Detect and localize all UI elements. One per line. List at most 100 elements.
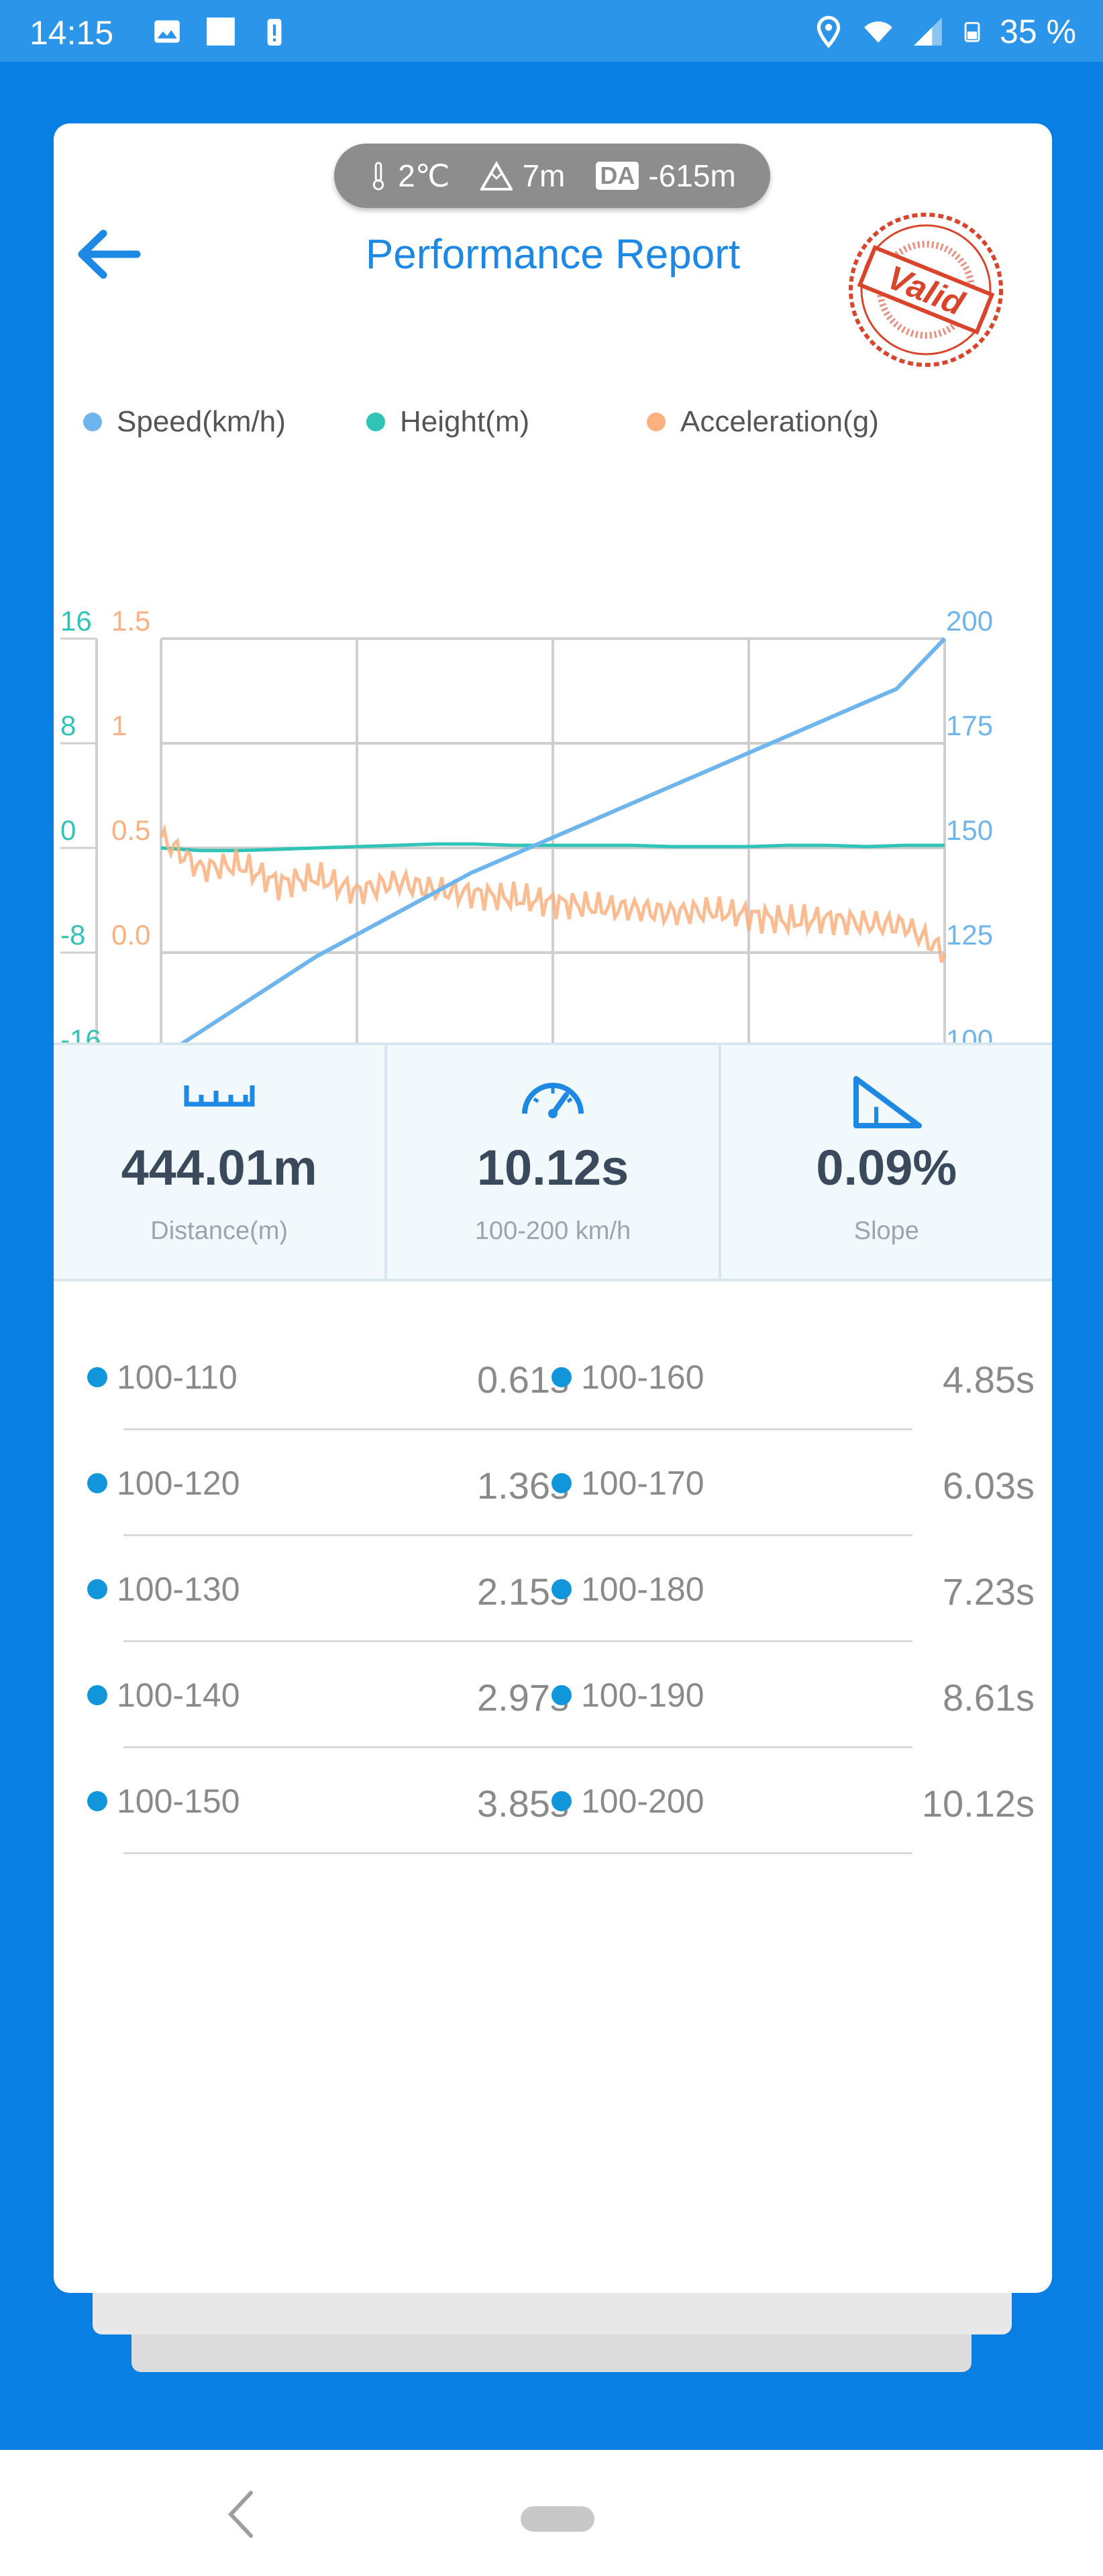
back-arrow-icon[interactable]	[70, 224, 144, 284]
nav-back-icon[interactable]	[221, 2487, 262, 2541]
bullet-dot	[87, 1367, 107, 1387]
ruler-icon	[184, 1085, 255, 1107]
stat-label: Slope	[853, 1217, 919, 1245]
interval-time: 6.03s	[943, 1464, 1035, 1507]
bullet-dot	[552, 1791, 572, 1811]
interval-left: 100-150	[87, 1782, 240, 1821]
table-row: 100-130 2.15s 100-180 7.23s	[54, 1536, 1052, 1642]
interval-time: 2.15s	[477, 1570, 569, 1613]
acceleration-axis-label: 1	[111, 710, 127, 741]
speed-axis-label: 125	[946, 919, 993, 951]
table-row: 100-120 1.36s 100-170 6.03s	[54, 1430, 1052, 1536]
table-row: 100-110 0.61s 100-160 4.85s	[54, 1324, 1052, 1430]
interval-time: 8.61s	[943, 1676, 1035, 1719]
stat-value: 444.01m	[121, 1140, 317, 1195]
table-row: 100-150 3.85s 100-200 10.12s	[54, 1748, 1052, 1854]
height-series-line	[160, 842, 945, 853]
interval-range: 100-120	[117, 1464, 240, 1502]
interval-right: 100-180	[552, 1570, 704, 1609]
interval-left: 100-120	[87, 1464, 240, 1503]
legend-label-height: Height(m)	[400, 405, 530, 438]
chart-legend: Speed(km/h) Height(m) Acceleration(g)	[83, 405, 879, 439]
interval-time: 4.85s	[943, 1358, 1035, 1401]
altitude-value: 7m	[522, 158, 566, 193]
speed-axis-label: 150	[946, 814, 993, 846]
environment-pill: 2℃ 7m DA -615m	[334, 144, 770, 208]
status-bar: 14:15 35 %	[0, 0, 1103, 62]
battery-alert-icon	[267, 19, 282, 46]
interval-range: 100-180	[581, 1570, 704, 1608]
report-card: 2℃ 7m DA -615m Performance Report Valid …	[54, 123, 1052, 2293]
interval-time: 0.61s	[477, 1358, 569, 1401]
bullet-dot	[552, 1579, 572, 1599]
legend-dot-height	[366, 413, 385, 431]
speed-series-line	[160, 637, 947, 1059]
bullet-dot	[87, 1791, 107, 1811]
legend-dot-speed	[83, 413, 102, 431]
da-badge: DA	[596, 162, 639, 190]
bullet-dot	[552, 1685, 572, 1705]
square-icon	[207, 17, 235, 46]
image-icon	[154, 20, 180, 43]
stat-label: 100-200 km/h	[474, 1217, 631, 1245]
battery-percent: 35 %	[1000, 13, 1076, 50]
nav-home-button[interactable]	[521, 2506, 594, 2532]
height-axis-label: 8	[60, 710, 76, 741]
stat-value: 0.09%	[816, 1140, 957, 1195]
mountain-icon	[480, 161, 513, 191]
bullet-dot	[87, 1473, 107, 1493]
interval-times-list: 100-110 0.61s 100-160 4.85s 100-120 1.36s 100-…	[54, 1324, 1052, 1854]
interval-right: 100-160	[552, 1358, 704, 1397]
slope-icon	[853, 1076, 923, 1128]
stat-time: 10.12s 100-200 km/h	[384, 1045, 718, 1279]
interval-right: 100-170	[552, 1464, 704, 1503]
legend-item-speed: Speed(km/h)	[83, 405, 366, 439]
speed-axis-label: 200	[946, 605, 993, 637]
legend-label-speed: Speed(km/h)	[117, 405, 286, 438]
signal-icon	[914, 17, 942, 46]
interval-time: 10.12s	[921, 1782, 1035, 1825]
speed-axis-label: 175	[946, 710, 993, 741]
interval-left: 100-140	[87, 1676, 240, 1715]
status-time: 14:15	[30, 14, 114, 52]
interval-left: 100-110	[87, 1358, 238, 1397]
height-axis-label: 0	[60, 814, 76, 846]
legend-dot-acceleration	[647, 413, 666, 431]
interval-range: 100-160	[581, 1358, 704, 1396]
location-icon	[817, 15, 841, 48]
wifi-icon	[864, 21, 892, 43]
interval-range: 100-150	[117, 1782, 240, 1820]
interval-time: 3.85s	[477, 1782, 569, 1825]
interval-time: 1.36s	[477, 1464, 569, 1507]
temperature-item: 2℃	[368, 158, 450, 194]
page-title: Performance Report	[365, 231, 741, 278]
battery-icon	[964, 21, 980, 42]
status-right-icons: 35 %	[812, 12, 1076, 51]
table-row: 100-140 2.97s 100-190 8.61s	[54, 1642, 1052, 1748]
legend-item-acceleration: Acceleration(g)	[647, 405, 879, 439]
interval-time: 2.97s	[477, 1676, 569, 1719]
interval-right: 100-190	[552, 1676, 704, 1715]
interval-time: 7.23s	[943, 1570, 1035, 1613]
status-left-icons	[150, 15, 291, 48]
bullet-dot	[87, 1685, 107, 1705]
acceleration-axis-label: 1.5	[111, 605, 150, 637]
interval-right: 100-200	[552, 1782, 704, 1821]
acceleration-axis-label: 0.5	[111, 814, 150, 846]
stat-value: 10.12s	[476, 1140, 629, 1195]
stats-panel: 444.01m Distance(m) 10.12s 100-200 km/h …	[54, 1042, 1052, 1281]
interval-range: 100-200	[581, 1782, 704, 1820]
density-altitude-value: -615m	[648, 158, 736, 193]
interval-left: 100-130	[87, 1570, 240, 1609]
bullet-dot	[552, 1473, 572, 1493]
speedometer-icon	[521, 1083, 584, 1118]
stat-label: Distance(m)	[150, 1217, 288, 1245]
interval-range: 100-140	[117, 1676, 240, 1714]
stat-distance: 444.01m Distance(m)	[54, 1045, 384, 1279]
bullet-dot	[552, 1367, 572, 1387]
density-altitude-item: DA -615m	[596, 158, 736, 194]
height-axis-label: -8	[60, 919, 85, 951]
height-axis-label: 16	[60, 605, 92, 637]
interval-range: 100-190	[581, 1676, 704, 1714]
thermometer-icon	[373, 162, 384, 191]
